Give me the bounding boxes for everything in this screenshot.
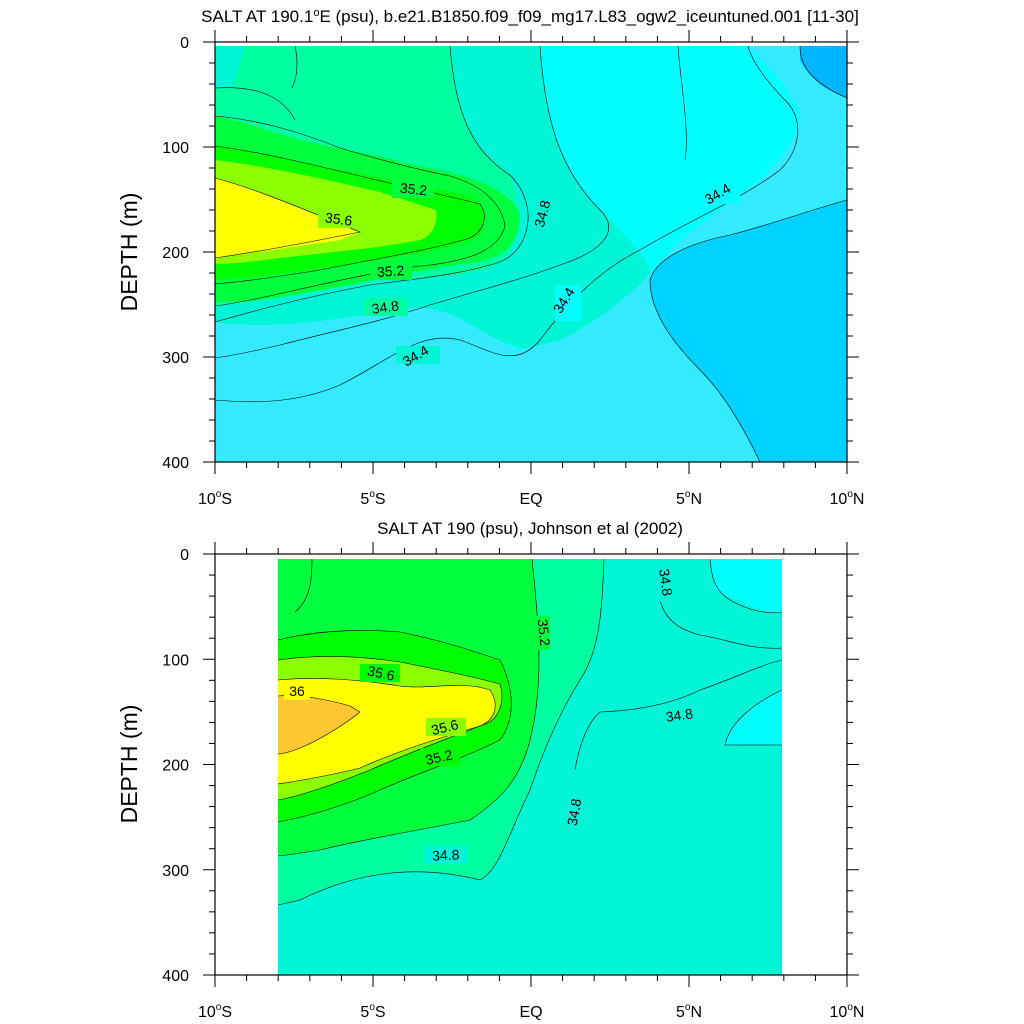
region-36.0 xyxy=(278,695,360,754)
panel1-axes: 0 100 200 300 400 10oS 5oS EQ 5oN 10oN DEPTH (m) xyxy=(116,30,864,508)
x-tick-label: 5oN xyxy=(676,489,702,508)
clabel-bg xyxy=(364,298,408,316)
y-tick-label: 300 xyxy=(162,350,189,367)
x-tick-label: 5oN xyxy=(676,1002,702,1021)
clabel-bg xyxy=(528,616,550,650)
clabel-bg xyxy=(650,568,672,602)
contour-label-35.2-bottom: 35.2 xyxy=(377,262,406,280)
panel2-axes: 0 100 200 300 400 10oS 5oS EQ 5oN 10oN DEPTH (m) xyxy=(116,542,864,1021)
y-tick-label: 0 xyxy=(180,35,189,52)
clabel-bg xyxy=(318,210,358,228)
contour-label-35.6-top: 35.6 xyxy=(366,662,396,683)
clabel-bg xyxy=(360,664,400,682)
contour-label-34.8-bottom: 34.8 xyxy=(371,297,400,317)
contour-label-34.8-top: 34.8 xyxy=(656,568,676,597)
x-tick-label: EQ xyxy=(519,491,542,508)
clabel-bg xyxy=(396,346,440,364)
x-tick-label: 10oN xyxy=(830,489,865,508)
clabel-bg xyxy=(370,262,412,280)
y-tick-label: 200 xyxy=(162,758,189,775)
clabel-bg xyxy=(700,184,740,204)
clabel-bg xyxy=(660,706,700,724)
clabel-bg xyxy=(555,285,581,321)
panel1-title: SALT AT 190.1oE (psu), b.e21.B1850.f09_f… xyxy=(201,7,859,26)
region-35.8 xyxy=(215,178,360,258)
panel2-contours xyxy=(277,558,783,906)
panel1-fill xyxy=(215,46,847,462)
y-tick-label: 400 xyxy=(162,455,189,472)
x-tick-label: 10oS xyxy=(198,1002,232,1021)
x-tick-label: EQ xyxy=(519,1004,542,1021)
contour-label-34.8-bottom: 34.8 xyxy=(432,846,460,863)
contour-label-35.6-bottom: 35.6 xyxy=(430,716,461,738)
y-tick-label: 100 xyxy=(162,140,189,157)
contour-label-34.8-mid: 34.8 xyxy=(531,198,554,229)
panel2-title: SALT AT 190 (psu), Johnson et al (2002) xyxy=(377,519,683,538)
clabel-bg xyxy=(426,718,466,736)
clabel-bg xyxy=(420,748,460,766)
contour-label-35.2-bottom: 35.2 xyxy=(424,746,454,767)
region-34.6b xyxy=(725,690,782,745)
contour-label-35.2-top: 35.2 xyxy=(535,618,554,647)
region-34.2 xyxy=(650,200,847,462)
contour-label-34.8-mid: 34.8 xyxy=(564,797,585,827)
contour-label-34.8-right: 34.8 xyxy=(665,705,694,725)
region-34.0 xyxy=(800,46,847,98)
region-34.6 xyxy=(710,559,782,613)
panel-model: SALT AT 190.1oE (psu), b.e21.B1850.f09_f… xyxy=(116,7,864,508)
panel2-ticks: 0 100 200 300 400 10oS 5oS EQ 5oN 10oN xyxy=(162,542,864,1021)
panel2-ylabel: DEPTH (m) xyxy=(116,705,142,824)
contour-label-35.2-top: 35.2 xyxy=(399,180,428,199)
panel2-contour-labels: 34.8 35.2 35.6 36 34.8 35.6 35.2 34.8 34… xyxy=(284,568,700,864)
clabel-bg xyxy=(424,846,468,864)
clabel-bg xyxy=(284,682,310,700)
y-tick-label: 300 xyxy=(162,863,189,880)
contour-label-36: 36 xyxy=(289,683,305,699)
clabel-bg xyxy=(392,180,434,198)
y-tick-label: 200 xyxy=(162,245,189,262)
panel1-contours xyxy=(214,45,848,463)
y-tick-label: 400 xyxy=(162,968,189,985)
y-tick-label: 100 xyxy=(162,652,189,669)
clabel-bg xyxy=(536,204,558,238)
y-tick-label: 0 xyxy=(180,547,189,564)
x-tick-label: 10oN xyxy=(830,1002,865,1021)
panel1-ticks: 0 100 200 300 400 10oS 5oS EQ 5oN 10oN xyxy=(162,30,864,508)
x-tick-label: 5oS xyxy=(360,489,385,508)
x-tick-label: 5oS xyxy=(360,1002,385,1021)
x-tick-label: 10oS xyxy=(198,489,232,508)
panel1-ylabel: DEPTH (m) xyxy=(116,193,142,312)
contour-label-35.6: 35.6 xyxy=(324,209,353,229)
clabel-bg xyxy=(568,796,590,830)
panel-observed: SALT AT 190 (psu), Johnson et al (2002) xyxy=(116,519,864,1021)
